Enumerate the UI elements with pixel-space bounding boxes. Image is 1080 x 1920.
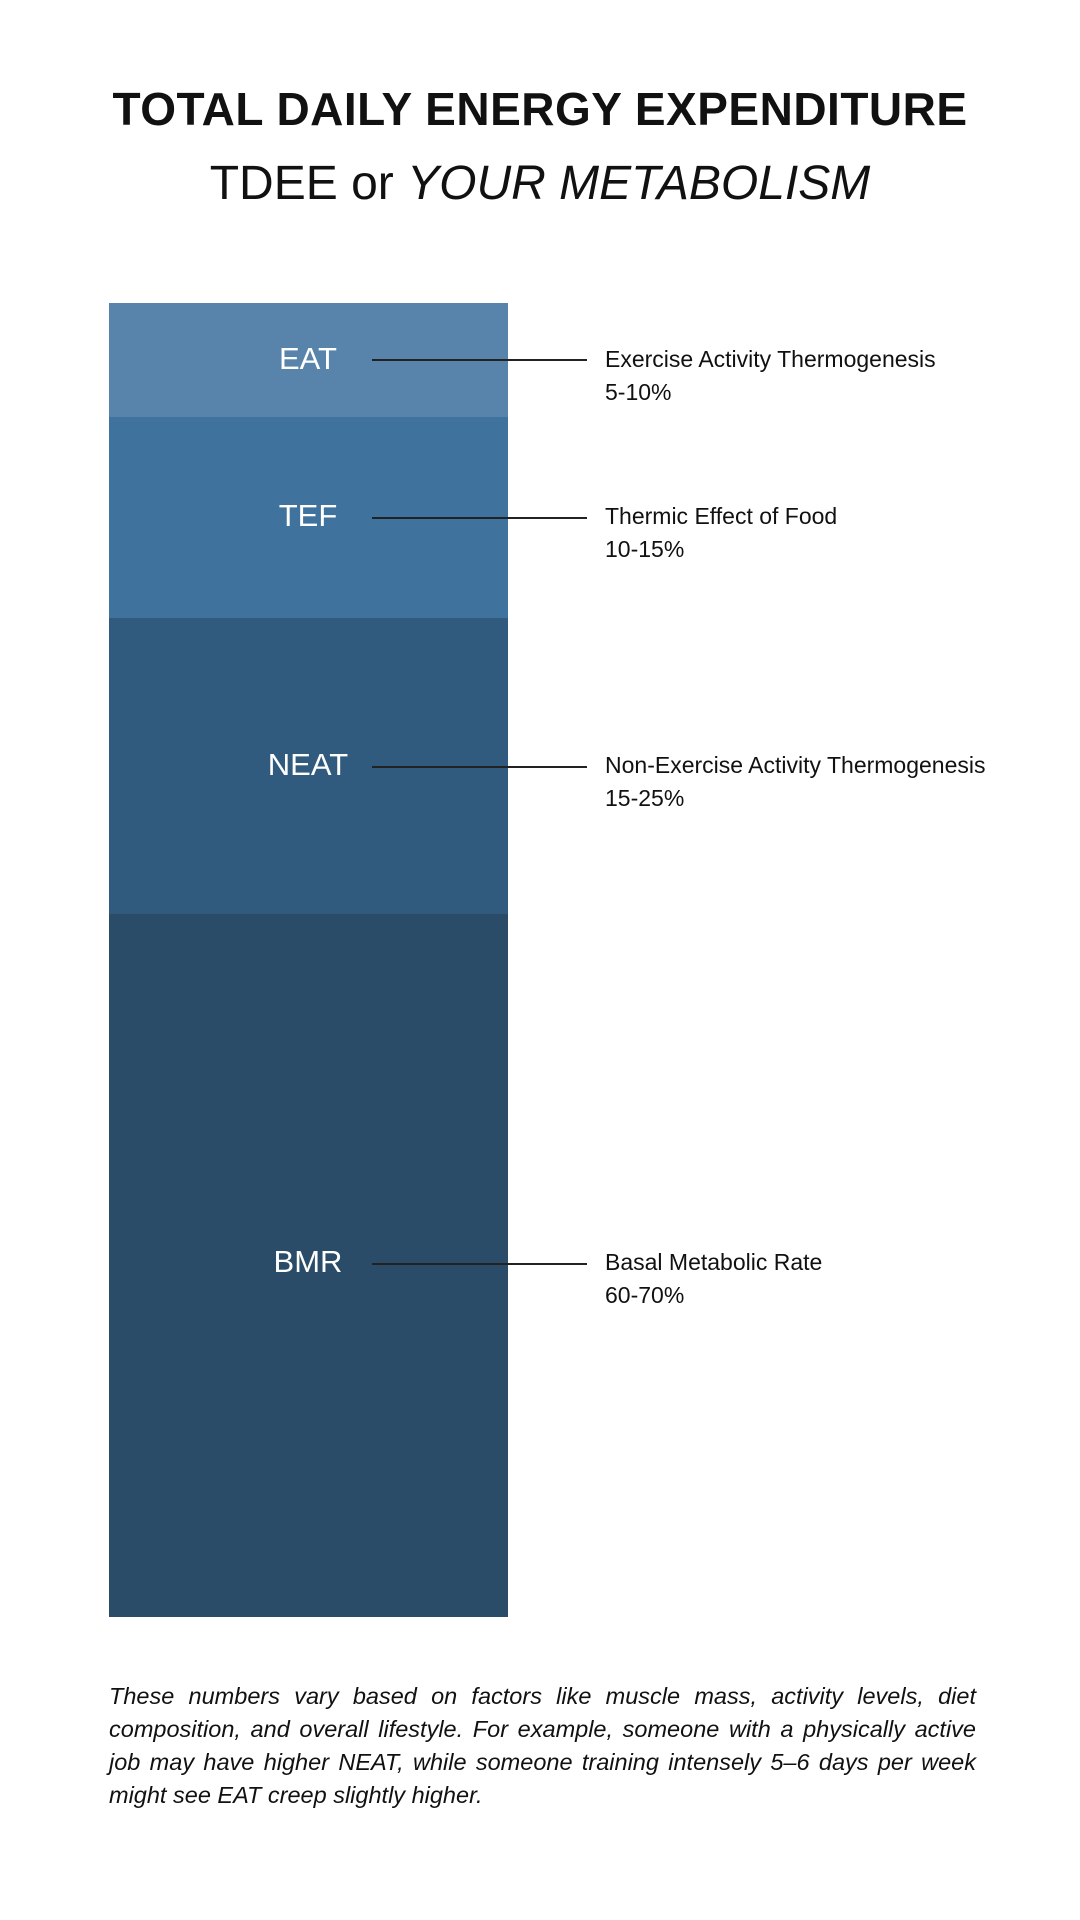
description-tef: Thermic Effect of Food 10-15%: [605, 500, 837, 566]
page-title: TOTAL DAILY ENERGY EXPENDITURE: [112, 83, 968, 135]
description-eat: Exercise Activity Thermogenesis 5-10%: [605, 343, 936, 409]
description-range: 5-10%: [605, 379, 672, 405]
description-neat: Non-Exercise Activity Thermogenesis 15-25…: [605, 749, 986, 815]
leader-line-tef: [372, 517, 587, 519]
description-range: 10-15%: [605, 536, 685, 562]
description-name: Thermic Effect of Food: [605, 503, 838, 529]
leader-line-eat: [372, 359, 587, 361]
segment-label-bmr: BMR: [273, 1244, 343, 1279]
description-name: Basal Metabolic Rate: [605, 1249, 823, 1275]
description-name: Non-Exercise Activity Thermogenesis: [605, 752, 986, 778]
segment-label-tef: TEF: [278, 498, 338, 533]
footnote: These numbers vary based on factors like…: [109, 1683, 976, 1808]
leader-line-neat: [372, 766, 587, 768]
segment-label-eat: EAT: [279, 341, 337, 376]
subtitle-italic: YOUR METABOLISM: [407, 157, 871, 210]
page-subtitle: TDEE or YOUR METABOLISM: [0, 156, 1080, 211]
segment-label-neat: NEAT: [267, 747, 349, 782]
subtitle-plain: TDEE or: [209, 157, 408, 210]
description-name: Exercise Activity Thermogenesis: [605, 346, 936, 372]
description-range: 15-25%: [605, 785, 685, 811]
leader-line-bmr: [372, 1263, 587, 1265]
segment-bmr: [109, 914, 508, 1617]
description-bmr: Basal Metabolic Rate 60-70%: [605, 1246, 822, 1312]
description-range: 60-70%: [605, 1282, 685, 1308]
